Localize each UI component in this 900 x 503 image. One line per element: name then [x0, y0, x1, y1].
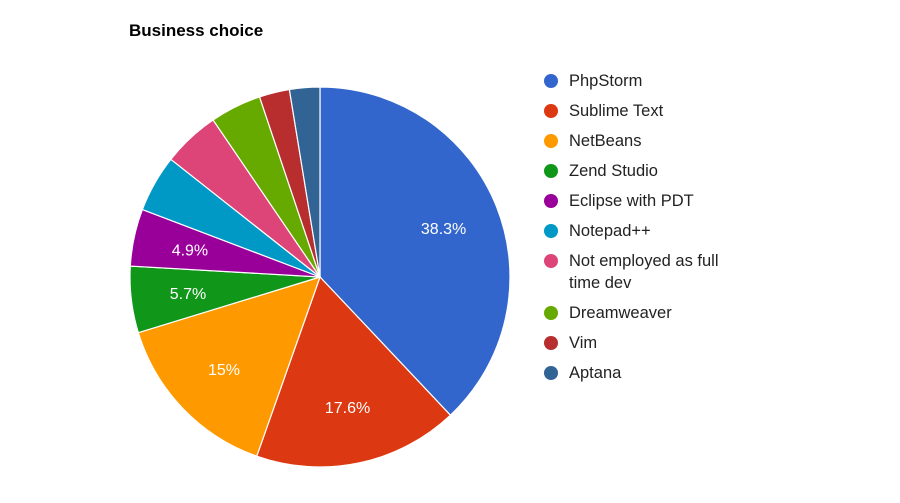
- legend-item[interactable]: Zend Studio: [544, 160, 774, 182]
- pie-slices: [129, 86, 511, 468]
- legend-label: Eclipse with PDT: [569, 192, 694, 210]
- legend-item[interactable]: Not employed as full time dev: [544, 250, 774, 294]
- legend-swatch-icon: [544, 194, 558, 208]
- slice-value-label: 5.7%: [170, 286, 206, 303]
- legend-swatch-icon: [544, 254, 558, 268]
- legend-swatch-icon: [544, 164, 558, 178]
- legend-item[interactable]: Dreamweaver: [544, 302, 774, 324]
- legend-label: Zend Studio: [569, 162, 658, 180]
- legend-swatch-icon: [544, 134, 558, 148]
- legend-label: Sublime Text: [569, 102, 664, 120]
- legend-item[interactable]: PhpStorm: [544, 70, 774, 92]
- slice-value-label: 4.9%: [172, 242, 208, 259]
- legend-swatch-icon: [544, 224, 558, 238]
- slice-value-label: 17.6%: [325, 400, 370, 417]
- legend-item[interactable]: Notepad++: [544, 220, 774, 242]
- legend-item[interactable]: Aptana: [544, 362, 774, 384]
- slice-value-label: 15%: [208, 362, 240, 379]
- legend-label: Vim: [569, 334, 598, 352]
- legend-item[interactable]: NetBeans: [544, 130, 774, 152]
- legend-label: Notepad++: [569, 222, 651, 240]
- legend-item[interactable]: Eclipse with PDT: [544, 190, 774, 212]
- pie-slice-aptana[interactable]: [288, 86, 321, 278]
- legend-label: Dreamweaver: [569, 304, 672, 322]
- legend-swatch-icon: [544, 104, 558, 118]
- legend-swatch-icon: [544, 366, 558, 380]
- legend-label: NetBeans: [569, 132, 642, 150]
- legend-swatch-icon: [544, 336, 558, 350]
- legend-item[interactable]: Sublime Text: [544, 100, 774, 122]
- chart-title: Business choice: [129, 21, 264, 40]
- legend-swatch-icon: [544, 74, 558, 88]
- slice-value-label: 38.3%: [421, 221, 466, 238]
- pie-slice-netbeans[interactable]: [137, 276, 321, 457]
- chart-legend: PhpStorm Sublime Text NetBeans Zend Studio E…: [544, 70, 774, 392]
- pie-slice-phpstorm[interactable]: [319, 86, 511, 417]
- legend-item[interactable]: Vim: [544, 332, 774, 354]
- legend-swatch-icon: [544, 306, 558, 320]
- legend-label: PhpStorm: [569, 72, 643, 90]
- pie-slice-sublime-text[interactable]: [255, 275, 452, 468]
- pie-slice-labels: 38.3% 17.6% 15% 5.7% 4.9%: [170, 221, 467, 417]
- legend-label: Not employed as full time dev: [569, 252, 719, 292]
- legend-label: Aptana: [569, 364, 622, 382]
